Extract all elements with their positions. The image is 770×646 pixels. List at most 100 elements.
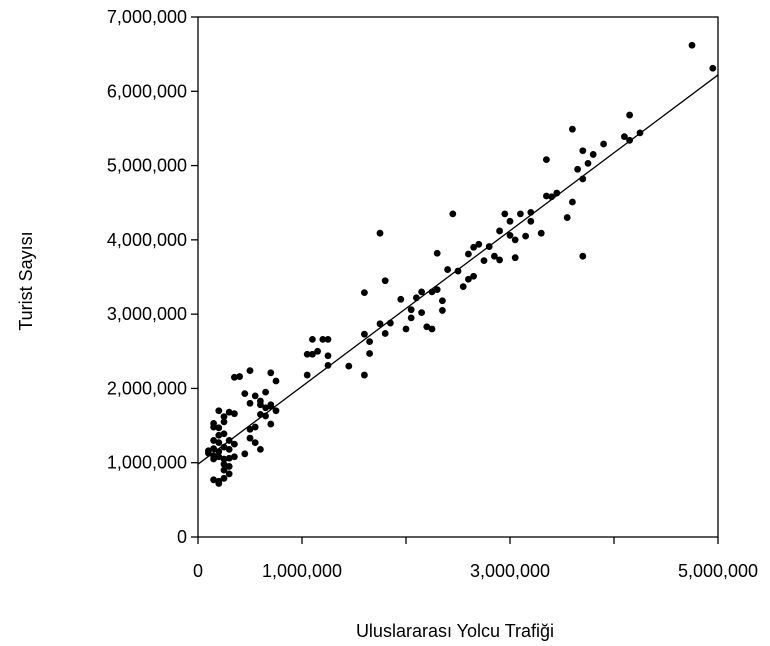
data-point [439, 307, 446, 314]
data-point [433, 286, 441, 294]
data-point [439, 297, 446, 305]
data-point [506, 232, 514, 239]
x-axis: 0 1,000,000 3,000,000 5,000,000 [193, 537, 758, 581]
data-point [324, 352, 332, 360]
y-tick-label: 1,000,000 [107, 453, 187, 473]
data-point [257, 445, 264, 453]
data-point [361, 289, 368, 296]
data-point [522, 232, 529, 240]
x-tick-label: 0 [193, 561, 203, 581]
data-point [215, 439, 223, 447]
data-point [485, 243, 493, 250]
y-tick-label: 3,000,000 [107, 304, 187, 324]
data-point [381, 330, 389, 337]
data-point [225, 445, 233, 453]
data-point [402, 325, 410, 333]
y-tick-label: 0 [177, 527, 187, 547]
data-point [569, 125, 576, 133]
data-point [361, 371, 368, 379]
data-point [600, 140, 607, 148]
data-point [246, 399, 254, 407]
data-point [220, 418, 228, 426]
y-tick-label: 7,000,000 [107, 7, 187, 27]
data-point [220, 460, 228, 468]
data-point [506, 217, 514, 225]
data-point [262, 412, 269, 420]
y-axis-title: Turist Sayısı [16, 231, 36, 330]
data-point [470, 243, 477, 251]
data-point [413, 294, 420, 302]
data-point [220, 430, 228, 438]
data-point [376, 229, 384, 237]
data-point [251, 392, 259, 400]
data-point [407, 314, 415, 322]
data-point [225, 463, 233, 470]
data-point [579, 147, 587, 155]
data-point [215, 448, 223, 455]
data-point [418, 309, 425, 317]
data-point [543, 156, 550, 164]
data-point [366, 350, 373, 357]
data-point [251, 423, 259, 431]
data-point [210, 445, 218, 452]
data-point [262, 404, 269, 412]
data-point [465, 275, 472, 283]
data-point [246, 425, 254, 433]
data-point [527, 208, 535, 216]
data-point [309, 350, 316, 358]
data-point [579, 252, 587, 260]
x-tick-label: 3,000,000 [470, 561, 550, 581]
data-point [428, 288, 436, 296]
data-point [231, 453, 238, 461]
data-point [574, 165, 581, 173]
data-point [241, 450, 249, 458]
data-point [480, 257, 488, 265]
data-point [381, 277, 389, 285]
data-point [407, 306, 415, 314]
data-point [324, 362, 332, 369]
data-point [459, 283, 467, 291]
x-tick-label: 1,000,000 [262, 561, 342, 581]
data-point [220, 455, 228, 463]
data-point [210, 455, 218, 463]
data-point [303, 371, 311, 379]
data-point [418, 288, 425, 296]
plot-frame [197, 16, 719, 538]
data-point [563, 214, 571, 221]
data-point [444, 266, 451, 273]
data-point [543, 192, 550, 200]
data-point [267, 402, 275, 410]
data-point [272, 377, 280, 385]
data-point [366, 338, 373, 346]
data-point [231, 373, 238, 381]
data-point [584, 159, 592, 167]
x-axis-title: Uluslararası Yolcu Trafiği [356, 621, 554, 641]
data-point [449, 210, 457, 218]
y-tick-label: 4,000,000 [107, 230, 187, 250]
data-point [262, 388, 269, 396]
data-point [225, 454, 233, 462]
data-point [376, 320, 384, 328]
data-point [251, 439, 259, 447]
data-point [589, 151, 597, 158]
data-point [387, 319, 394, 327]
data-point [361, 330, 368, 338]
data-point [267, 369, 275, 377]
y-tick-label: 6,000,000 [107, 81, 187, 101]
data-point [215, 453, 223, 461]
data-point [210, 476, 218, 484]
data-point [220, 443, 228, 451]
data-point [496, 227, 503, 235]
data-point [215, 480, 223, 487]
data-point [537, 229, 545, 237]
data-point [319, 336, 327, 343]
data-point [345, 362, 353, 370]
data-point [314, 347, 321, 355]
data-point [267, 420, 275, 428]
data-point [215, 431, 223, 439]
y-tick-label: 5,000,000 [107, 156, 187, 176]
data-point [246, 434, 254, 442]
data-point [569, 198, 576, 206]
data-point [517, 210, 524, 218]
data-point [511, 236, 519, 244]
